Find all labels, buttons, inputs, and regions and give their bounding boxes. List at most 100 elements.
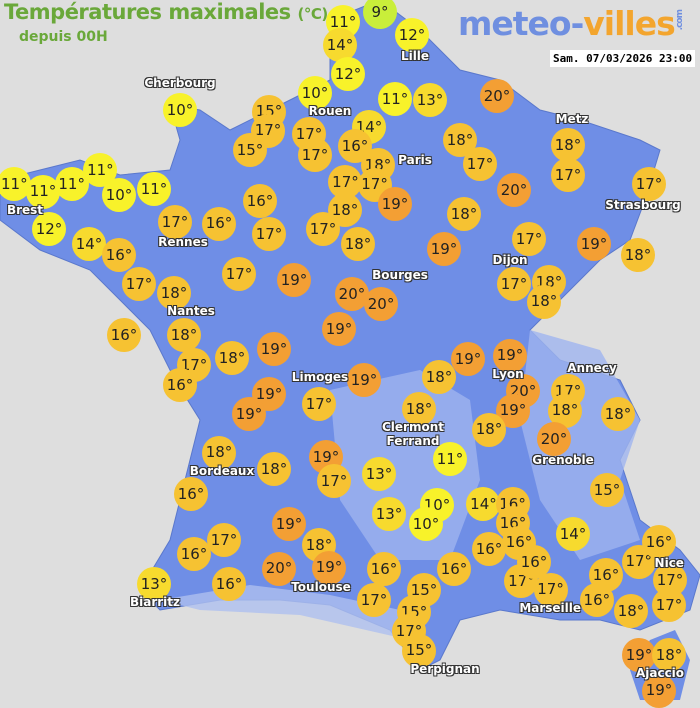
temperature-marker: 18° bbox=[202, 435, 236, 470]
title-text: Températures maximales bbox=[4, 0, 291, 24]
temperature-value: 13° bbox=[416, 90, 444, 109]
temperature-value: 15° bbox=[410, 580, 438, 599]
temperature-marker: 11° bbox=[433, 442, 467, 476]
temperature-value: 13° bbox=[140, 574, 168, 593]
temperature-marker: 18° bbox=[601, 397, 635, 431]
temperature-marker: 18° bbox=[551, 128, 585, 162]
temperature-marker: 17° bbox=[252, 217, 286, 251]
temperature-value: 15° bbox=[405, 641, 433, 660]
temperature-marker: 20° bbox=[334, 277, 369, 311]
temperature-value: 17° bbox=[656, 570, 684, 589]
temperature-marker: 18° bbox=[621, 238, 655, 272]
temperature-marker: 18° bbox=[215, 341, 249, 375]
temperature-value: 19° bbox=[580, 234, 608, 253]
temperature-value: 19° bbox=[430, 239, 458, 258]
temperature-value: 17° bbox=[361, 175, 388, 194]
temperature-marker: 18° bbox=[548, 393, 582, 428]
temperature-value: 19° bbox=[350, 370, 378, 389]
temperature-value: 14° bbox=[326, 35, 354, 54]
city-label: Nantes bbox=[167, 304, 215, 318]
temperature-value: 18° bbox=[331, 200, 359, 219]
temperature-marker: 15° bbox=[233, 133, 267, 168]
temperature-marker: 11° bbox=[137, 172, 171, 206]
temperature-value: 17° bbox=[537, 580, 564, 598]
temperature-marker: 10° bbox=[298, 76, 332, 110]
temperature-marker: 17° bbox=[357, 167, 392, 202]
temperature-marker: 13° bbox=[137, 567, 171, 601]
temperature-value: 20° bbox=[483, 86, 511, 105]
temperature-value: 16° bbox=[341, 136, 369, 155]
temperature-marker: 11° bbox=[54, 167, 89, 201]
temperature-value: 18° bbox=[305, 535, 333, 554]
temperature-value: 17° bbox=[655, 595, 683, 614]
temperature-value: 19° bbox=[255, 384, 283, 403]
temperature-marker: 19° bbox=[451, 342, 485, 376]
temperature-marker: 17° bbox=[302, 387, 336, 421]
temperature-marker: 19° bbox=[312, 550, 346, 585]
temperature-value: 17° bbox=[466, 154, 494, 173]
temperature-value: 19° bbox=[280, 270, 308, 289]
temperature-marker: 10° bbox=[409, 507, 443, 541]
temperature-value: 20° bbox=[265, 559, 293, 578]
temperature-marker: 16° bbox=[107, 318, 141, 352]
temperature-value: 18° bbox=[344, 234, 372, 253]
city-label: Rouen bbox=[308, 104, 352, 118]
temperature-value: 18° bbox=[160, 283, 188, 302]
temperature-marker: 16° bbox=[472, 532, 506, 566]
temperature-value: 14° bbox=[75, 234, 103, 253]
temperature-value: 11° bbox=[1, 174, 28, 193]
temperature-value: 17° bbox=[360, 590, 388, 609]
temperature-marker: 13° bbox=[372, 497, 406, 531]
temperature-value: 17° bbox=[301, 145, 329, 164]
temperature-value: 18° bbox=[170, 325, 198, 344]
temperature-marker: 18° bbox=[472, 412, 506, 447]
city-label: Dijon bbox=[492, 253, 528, 267]
temperature-marker: 19° bbox=[378, 187, 412, 222]
temperature-value: 16° bbox=[105, 245, 133, 264]
temperature-value: 15° bbox=[593, 480, 621, 499]
temperature-value: 18° bbox=[205, 443, 233, 461]
temperature-marker: 19° bbox=[427, 232, 461, 266]
temperature-value: 18° bbox=[425, 367, 453, 386]
temperature-marker: 17° bbox=[357, 583, 391, 617]
temperature-value: 19° bbox=[235, 404, 263, 423]
temperature-value: 19° bbox=[625, 645, 653, 664]
temperature-value: 17° bbox=[625, 552, 653, 570]
temperature-value: 16° bbox=[370, 559, 398, 578]
temperature-marker: 18° bbox=[257, 452, 291, 486]
temperature-value: 20° bbox=[338, 284, 366, 303]
city-label: Clermont Ferrand bbox=[381, 420, 444, 448]
city-label: Brest bbox=[6, 202, 44, 217]
city-label: Cherbourg bbox=[144, 76, 216, 90]
temperature-value: 20° bbox=[500, 180, 528, 199]
temperature-marker: 18° bbox=[167, 318, 201, 352]
temperature-value: 18° bbox=[450, 204, 478, 223]
temperature-value: 11° bbox=[87, 160, 114, 179]
city-label: Nice bbox=[654, 555, 684, 570]
temperature-marker: 13° bbox=[362, 457, 396, 491]
temperature-value: 16° bbox=[475, 539, 503, 558]
temperature-value: 19° bbox=[260, 339, 288, 358]
temperature-value: 16° bbox=[592, 565, 620, 584]
map-title: Températures maximales (°C) bbox=[4, 0, 328, 24]
logo-suffix: .com bbox=[674, 10, 685, 31]
city-label: Strasbourg bbox=[605, 198, 681, 212]
city-label: Grenoble bbox=[532, 453, 594, 467]
temperature-marker: 19° bbox=[232, 397, 266, 431]
temperature-value: 16° bbox=[246, 191, 274, 210]
temperature-marker: 16° bbox=[202, 206, 236, 241]
temperature-marker: 12° bbox=[32, 212, 66, 246]
city-label: Metz bbox=[555, 112, 589, 126]
temperature-marker: 16° bbox=[163, 368, 197, 402]
city-label: Lille bbox=[400, 49, 430, 63]
temperature-marker: 17° bbox=[652, 588, 686, 622]
temperature-marker: 17° bbox=[463, 147, 497, 181]
temperature-marker: 18° bbox=[614, 594, 648, 628]
temperature-marker: 14° bbox=[556, 517, 590, 551]
temperature-marker: 17° bbox=[298, 138, 332, 172]
temperature-value: 11° bbox=[436, 449, 464, 468]
temperature-value: 17° bbox=[225, 264, 253, 283]
logo-part1: meteo- bbox=[458, 4, 584, 43]
temperature-value: 19° bbox=[325, 319, 353, 338]
temperature-value: 16° bbox=[440, 559, 468, 578]
